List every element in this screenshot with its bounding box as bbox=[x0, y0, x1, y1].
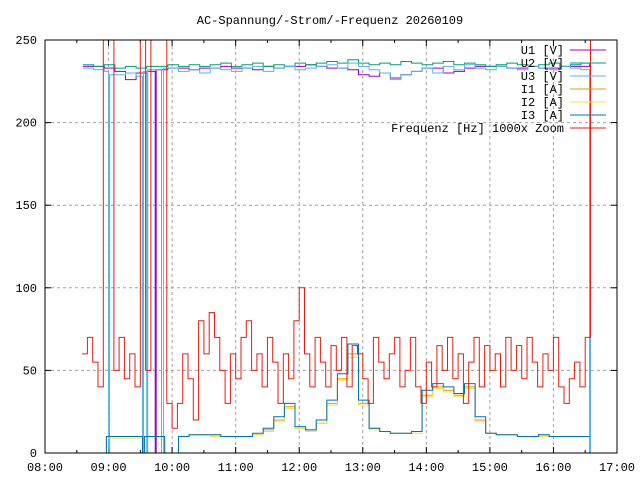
legend-label: I2 [A] bbox=[521, 96, 564, 110]
x-tick-label: 14:00 bbox=[408, 461, 444, 475]
legend-label: I1 [A] bbox=[521, 83, 564, 97]
y-tick-label: 100 bbox=[15, 282, 37, 296]
x-tick-label: 11:00 bbox=[218, 461, 254, 475]
plot-border bbox=[44, 39, 618, 454]
legend-label: I3 [A] bbox=[521, 109, 564, 123]
legend-label: U1 [V] bbox=[521, 44, 564, 58]
series-layer bbox=[82, 40, 591, 453]
y-tick-label: 150 bbox=[15, 199, 37, 213]
x-tick-label: 13:00 bbox=[345, 461, 381, 475]
y-axis: 0 50 100 150 200 250 bbox=[15, 34, 617, 461]
series-line-2 bbox=[83, 62, 591, 453]
legend-label: U2 [V] bbox=[521, 57, 564, 71]
chart-title: AC-Spannung/-Strom/-Frequenz 20260109 bbox=[197, 14, 463, 28]
series-line-4 bbox=[83, 356, 590, 453]
legend-label: U3 [V] bbox=[521, 70, 564, 84]
series-line-5 bbox=[83, 343, 590, 453]
x-tick-label: 10:00 bbox=[154, 461, 190, 475]
x-tick-label: 16:00 bbox=[535, 461, 571, 475]
series-line-6 bbox=[82, 40, 591, 429]
x-axis: 08:00 09:00 10:00 11:00 12:00 13:00 14:00 15:00… bbox=[27, 40, 635, 475]
x-tick-label: 17:00 bbox=[599, 461, 635, 475]
legend-label: Frequenz [Hz] 1000x Zoom bbox=[391, 122, 564, 136]
y-tick-label: 250 bbox=[15, 34, 37, 48]
legend: U1 [V]U2 [V]U3 [V]I1 [A]I2 [A]I3 [A]Freq… bbox=[391, 44, 606, 136]
x-tick-label: 08:00 bbox=[27, 461, 63, 475]
x-tick-label: 15:00 bbox=[472, 461, 508, 475]
y-tick-label: 50 bbox=[23, 364, 37, 378]
y-tick-label: 0 bbox=[30, 447, 37, 461]
x-tick-label: 12:00 bbox=[281, 461, 317, 475]
y-tick-label: 200 bbox=[15, 117, 37, 131]
series-line-1 bbox=[83, 59, 590, 69]
x-tick-label: 09:00 bbox=[91, 461, 127, 475]
